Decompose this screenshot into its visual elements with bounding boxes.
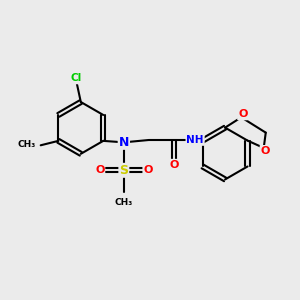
Text: O: O [238,110,248,119]
Text: O: O [143,165,153,175]
Text: N: N [119,136,129,149]
Text: O: O [169,160,178,170]
Text: O: O [95,165,104,175]
Text: Cl: Cl [71,74,82,83]
Text: NH: NH [186,135,204,145]
Text: CH₃: CH₃ [115,198,133,207]
Text: O: O [260,146,270,156]
Text: S: S [119,164,128,177]
Text: CH₃: CH₃ [17,140,35,149]
